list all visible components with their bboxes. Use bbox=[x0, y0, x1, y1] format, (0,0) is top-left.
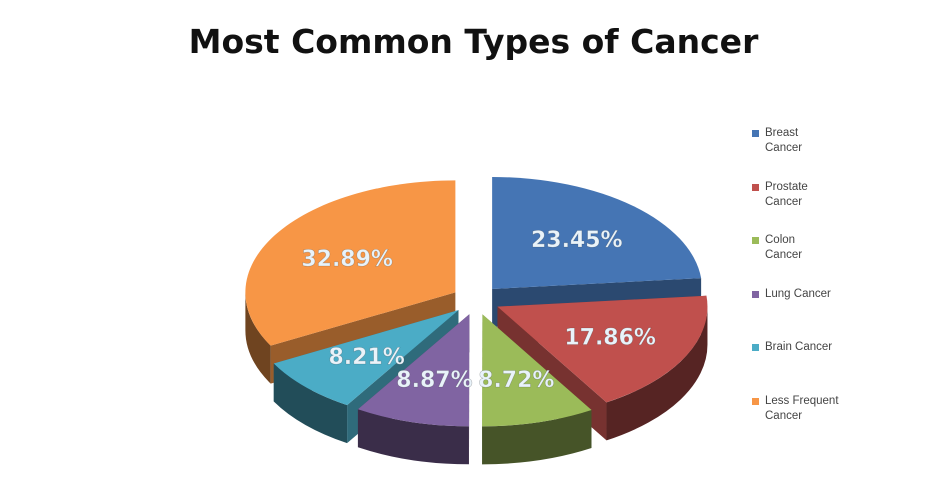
slice-top-face bbox=[245, 180, 456, 346]
slice-top-face bbox=[492, 176, 702, 289]
data-label: 32.89% bbox=[301, 247, 393, 272]
slice-outer-wall bbox=[606, 306, 708, 441]
legend-label: Prostate Cancer bbox=[765, 180, 808, 208]
slice-top-face bbox=[497, 295, 708, 403]
slice-top-face bbox=[357, 314, 470, 427]
slice-outer-wall bbox=[245, 292, 271, 384]
legend-swatch bbox=[752, 397, 759, 405]
legend-swatch bbox=[752, 237, 759, 244]
legend-label: Less Frequent Cancer bbox=[765, 394, 839, 422]
legend-swatch bbox=[752, 183, 759, 191]
pie-slice-colon-cancer bbox=[482, 314, 592, 465]
pie-slice-lung-cancer bbox=[357, 314, 470, 465]
legend-label: Breast Cancer bbox=[765, 127, 803, 154]
legend-swatch bbox=[752, 344, 759, 351]
legend-swatch bbox=[752, 290, 759, 298]
legend-label: Lung Cancer bbox=[765, 287, 831, 300]
legend-label: Colon Cancer bbox=[765, 234, 803, 261]
data-label: 8.21% bbox=[328, 345, 404, 370]
legend-swatch bbox=[752, 130, 759, 137]
slice-outer-wall bbox=[482, 410, 592, 465]
slice-outer-wall bbox=[273, 363, 348, 444]
data-label: 8.72% bbox=[478, 368, 554, 393]
slice-top-face bbox=[482, 314, 592, 427]
slice-top-face bbox=[273, 310, 459, 406]
data-label: 23.45% bbox=[531, 228, 623, 253]
chart-title: Most Common Types of Cancer bbox=[188, 22, 759, 61]
legend-label: Brain Cancer bbox=[765, 341, 833, 353]
data-label: 8.87% bbox=[396, 368, 472, 393]
data-label: 17.86% bbox=[564, 326, 656, 351]
slice-outer-wall bbox=[357, 409, 469, 465]
